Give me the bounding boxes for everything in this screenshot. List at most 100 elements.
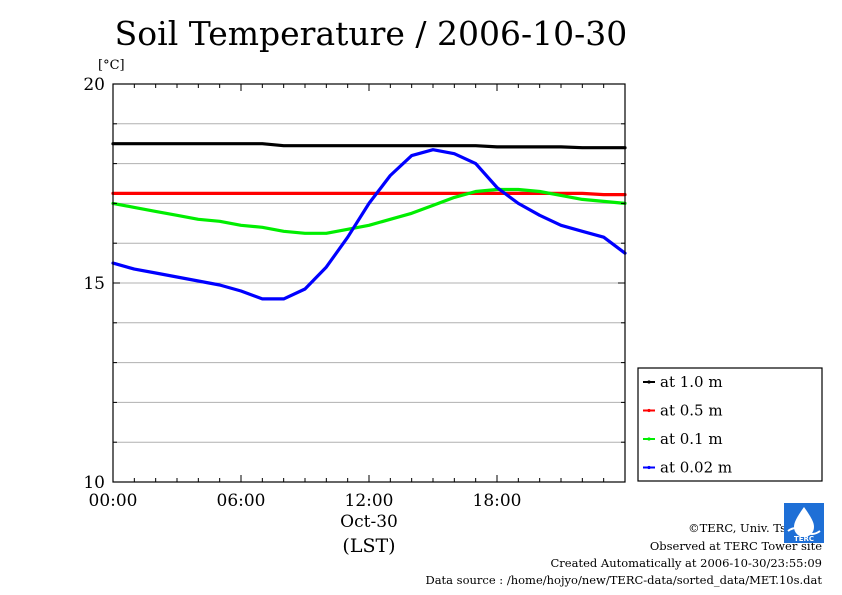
legend-marker-3 [647,465,651,470]
axis-layer: 10 15 20 00:00 06:00 12:00 18:00 [83,75,626,511]
x-axis-date-label: Oct-30 [340,512,398,532]
series-layer [111,142,627,301]
legend-marker-1 [647,408,651,413]
series-point-2 [474,190,477,193]
series-point-0 [431,144,435,147]
y-tick-label: 15 [83,274,105,294]
series-point-2 [175,214,179,217]
series-point-0 [197,142,200,145]
series-point-0 [410,144,413,147]
series-point-3 [602,236,605,239]
series-point-2 [282,230,285,233]
series-point-2 [581,198,584,201]
series-point-2 [389,218,392,221]
series-point-2 [346,228,349,231]
series-point-1 [602,193,605,196]
series-point-1 [197,192,200,195]
series-point-0 [517,145,520,149]
series-point-2 [325,232,328,235]
terc-logo-icon: TERC [784,503,824,543]
series-point-3 [175,275,179,279]
series-point-0 [367,144,371,147]
series-point-3 [453,152,456,155]
x-tick-label: 12:00 [345,491,394,511]
series-point-0 [346,144,349,147]
series-point-3 [325,265,328,269]
series-point-3 [474,162,477,165]
y-tick-label: 20 [83,75,105,95]
legend-marker-0 [647,380,651,384]
x-axis-label: (LST) [342,535,395,557]
series-point-0 [389,144,392,147]
series-point-2 [367,224,371,227]
series-point-1 [495,192,499,195]
series-point-1 [431,192,435,195]
series-point-0 [218,142,221,145]
series-point-2 [538,190,541,193]
series-point-2 [602,200,605,203]
series-point-3 [303,287,307,291]
series-point-3 [581,230,584,233]
series-point-1 [346,192,349,195]
series-point-1 [453,192,456,195]
legend-box [637,367,823,482]
series-point-3 [282,297,285,301]
series-point-0 [154,142,157,145]
series-point-0 [282,144,285,147]
series-point-2 [410,212,413,215]
series-point-3 [239,289,243,293]
series-point-2 [517,188,520,191]
series-point-1 [175,192,179,195]
legend-label-1: at 0.5 m [660,402,723,420]
series-point-2 [239,224,243,227]
series-point-1 [218,192,221,195]
series-point-3 [517,202,520,205]
series-point-1 [133,192,136,195]
series-point-0 [239,142,243,145]
series-point-1 [282,192,285,195]
legend-label-0: at 1.0 m [660,373,723,391]
footer-site: Observed at TERC Tower site [649,539,822,553]
series-point-2 [154,210,157,213]
x-tick-label: 18:00 [473,491,522,511]
x-tick-label: 06:00 [217,491,266,511]
series-point-0 [495,145,499,149]
series-point-1 [367,192,371,195]
legend-label-2: at 0.1 m [660,430,723,448]
series-point-3 [389,174,392,177]
series-point-3 [559,224,563,227]
series-point-0 [175,142,179,145]
series-point-2 [559,194,563,197]
series-point-0 [474,144,477,147]
series-point-0 [325,144,328,147]
series-point-1 [154,192,157,195]
series-point-2 [431,204,435,207]
series-point-0 [581,146,584,149]
series-point-0 [559,145,563,149]
series-point-1 [325,192,328,195]
series-point-0 [453,144,456,147]
series-point-0 [261,142,264,145]
legend-label-3: at 0.02 m [660,459,732,477]
series-point-2 [133,206,136,209]
chart-title: Soil Temperature / 2006-10-30 [114,14,628,53]
logo-text: TERC [794,535,814,543]
series-point-0 [538,145,541,149]
y-axis-unit-label: [°C] [98,58,125,73]
series-point-2 [453,196,456,199]
series-point-3 [346,236,349,239]
series-point-0 [303,144,307,147]
series-point-2 [218,220,221,223]
x-tick-label: 00:00 [89,491,138,511]
series-point-3 [495,186,499,189]
series-point-2 [303,232,307,235]
series-point-3 [197,279,200,283]
series-point-2 [261,226,264,229]
series-point-3 [367,202,371,205]
series-point-1 [303,192,307,195]
series-line-2 [111,187,627,235]
series-point-2 [197,218,200,221]
series-point-3 [218,283,221,287]
grid-layer [113,123,625,443]
